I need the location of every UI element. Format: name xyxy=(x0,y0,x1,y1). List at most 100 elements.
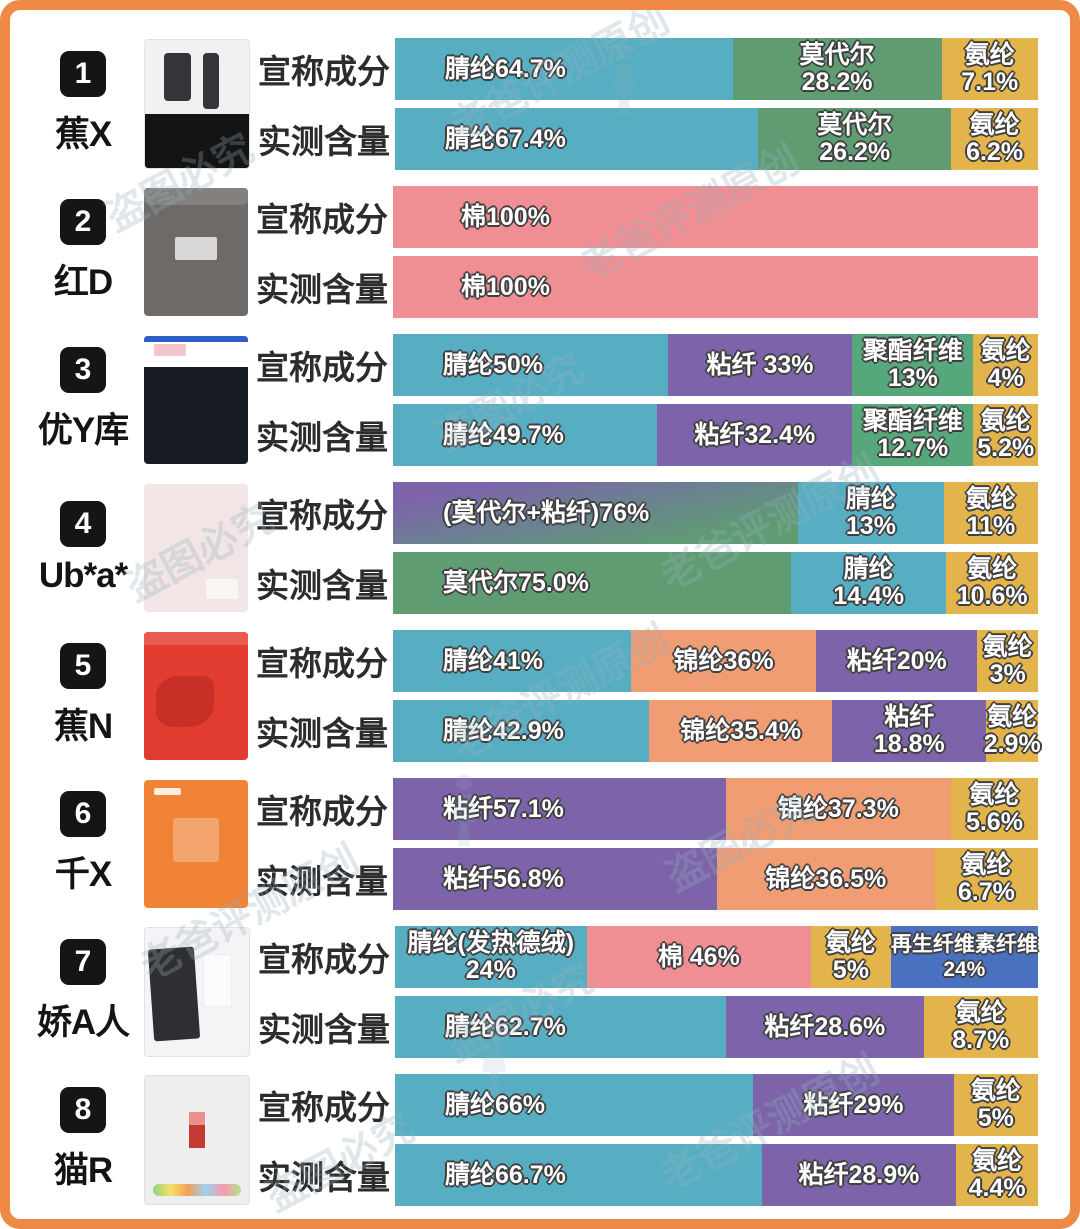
bar-segment-spandex: 氨纶 11% xyxy=(943,482,1038,544)
rank-badge: 2 xyxy=(60,199,106,245)
product-name: 红D xyxy=(53,263,113,302)
segment-label-line: 8.7% xyxy=(952,1026,1010,1054)
bar-segment-regen: 再生纤维素纤维 24% xyxy=(890,926,1038,988)
segment-label-line: 腈纶 xyxy=(845,485,896,513)
segment-label-line: 24% xyxy=(943,958,986,981)
bar-segment-cotton: 棉100% xyxy=(393,256,1038,318)
product-id-column: 1 蕉X xyxy=(24,51,142,157)
segment-label-line: 腈纶50% xyxy=(443,350,544,379)
measured-label: 实测含量 xyxy=(258,1159,390,1196)
segment-label-line: 粘纤28.6% xyxy=(764,1012,886,1041)
bar-segment-acrylic: 腈纶(发热德绒) 24% xyxy=(395,926,587,988)
product-rows: 1 蕉X 宣称成分 腈纶64.7% 莫代尔 28.2% 氨纶 7.1% 实测含量 腈纶6… xyxy=(10,10,1070,1214)
product-photo xyxy=(144,39,250,169)
product-row: 2 红D 宣称成分 棉100% 实测含量 棉100% xyxy=(10,178,1070,326)
product-photo xyxy=(144,927,250,1057)
measured-bar: 粘纤56.8% 锦纶36.5% 氨纶 6.7% xyxy=(393,848,1038,910)
claimed-bar: 腈纶66% 粘纤29% 氨纶 5% xyxy=(395,1074,1038,1136)
bar-segment-viscose: 粘纤20% xyxy=(816,630,978,692)
product-name: 优Y库 xyxy=(37,411,129,450)
product-row: 4 Ub*a* 宣称成分 (莫代尔+粘纤)76% 腈纶 13% 氨纶 11% 实测含量 … xyxy=(10,474,1070,622)
segment-label-line: 聚酯纤维 xyxy=(862,407,963,435)
segment-label-line: 棉100% xyxy=(461,272,550,301)
segment-label-line: 棉100% xyxy=(461,202,550,231)
bar-segment-acrylic: 腈纶66% xyxy=(395,1074,754,1136)
claimed-label: 宣称成分 xyxy=(258,1089,390,1126)
measured-row: 实测含量 棉100% xyxy=(256,256,1038,318)
bar-segment-acrylic: 腈纶66.7% xyxy=(395,1144,762,1206)
bar-segment-modal: 莫代尔 26.2% xyxy=(758,108,952,170)
bar-segment-acrylic: 腈纶42.9% xyxy=(393,700,650,762)
product-name: 娇A人 xyxy=(36,1003,130,1042)
claimed-label: 宣称成分 xyxy=(256,201,388,238)
product-photo xyxy=(144,780,248,908)
segment-label-line: 粘纤20% xyxy=(846,646,947,675)
segment-label-line: 氨纶 xyxy=(972,1147,1023,1175)
segment-label-line: 腈纶66% xyxy=(445,1090,546,1119)
claimed-bar: 腈纶41% 锦纶36% 粘纤20% 氨纶 3% xyxy=(393,630,1038,692)
bar-segment-modal: 莫代尔75.0% xyxy=(393,552,791,614)
measured-row: 实测含量 莫代尔75.0% 腈纶 14.4% 氨纶 10.6% xyxy=(256,552,1038,614)
segment-label-line: 5.6% xyxy=(965,808,1023,836)
measured-label: 实测含量 xyxy=(256,567,388,604)
segment-label-line: 3% xyxy=(989,660,1026,688)
rank-badge: 5 xyxy=(60,643,106,689)
segment-label-line: 腈纶62.7% xyxy=(445,1012,566,1041)
segment-label-line: 粘纤29% xyxy=(803,1090,904,1119)
bar-segment-acrylic: 腈纶49.7% xyxy=(393,404,658,466)
segment-label-line: 腈纶(发热德绒) xyxy=(407,929,575,957)
measured-row: 实测含量 腈纶66.7% 粘纤28.9% 氨纶 4.4% xyxy=(258,1144,1038,1206)
segment-label-line: 粘纤 xyxy=(884,703,935,731)
bars-column: 宣称成分 腈纶64.7% 莫代尔 28.2% 氨纶 7.1% 实测含量 腈纶67.4% 莫… xyxy=(258,38,1038,170)
segment-label-line: 莫代尔 xyxy=(799,41,875,69)
bars-column: 宣称成分 腈纶(发热德绒) 24% 棉 46% 氨纶 5% 再生纤维素纤维 24% 实测含量… xyxy=(258,926,1038,1058)
segment-label-line: 锦纶36% xyxy=(673,646,774,675)
claimed-row: 宣称成分 (莫代尔+粘纤)76% 腈纶 13% 氨纶 11% xyxy=(256,482,1038,544)
segment-label-line: 6.7% xyxy=(957,878,1015,906)
rank-badge: 4 xyxy=(60,500,106,547)
bar-segment-spandex: 氨纶 4% xyxy=(973,334,1038,396)
measured-label: 实测含量 xyxy=(256,715,388,752)
product-id-column: 4 Ub*a* xyxy=(24,500,142,596)
bar-segment-nylon: 锦纶36.5% xyxy=(716,848,935,910)
product-row: 5 蕉N 宣称成分 腈纶41% 锦纶36% 粘纤20% 氨纶 3% 实测含量 腈纶42.… xyxy=(10,622,1070,770)
segment-label-line: 氨纶 xyxy=(967,555,1018,583)
bar-segment-polyester: 聚酯纤维 12.7% xyxy=(852,404,974,466)
claimed-bar: 粘纤57.1% 锦纶37.3% 氨纶 5.6% xyxy=(393,778,1038,840)
bar-segment-nylon: 锦纶36% xyxy=(631,630,817,692)
product-name: 猫R xyxy=(53,1151,113,1190)
segment-label-line: 腈纶64.7% xyxy=(445,54,566,83)
bar-segment-viscose: 粘纤28.9% xyxy=(761,1144,957,1206)
measured-row: 实测含量 腈纶62.7% 粘纤28.6% 氨纶 8.7% xyxy=(258,996,1038,1058)
bar-segment-viscose: 粘纤 18.8% xyxy=(832,700,987,762)
bar-segment-spandex: 氨纶 3% xyxy=(977,630,1038,692)
bar-segment-acrylic: 腈纶67.4% xyxy=(395,108,759,170)
bar-segment-viscose: 粘纤32.4% xyxy=(657,404,853,466)
segment-label-line: 腈纶42.9% xyxy=(443,716,564,745)
bar-segment-nylon: 锦纶37.3% xyxy=(725,778,951,840)
measured-label: 实测含量 xyxy=(258,1011,390,1048)
bar-segment-spandex: 氨纶 5.2% xyxy=(973,404,1038,466)
segment-label-line: 莫代尔75.0% xyxy=(443,568,589,597)
segment-label-line: 氨纶 xyxy=(982,633,1033,661)
measured-bar: 棉100% xyxy=(393,256,1038,318)
segment-label-line: 腈纶41% xyxy=(443,646,544,675)
claimed-row: 宣称成分 腈纶50% 粘纤 33% 聚酯纤维 13% 氨纶 4% xyxy=(256,334,1038,396)
claimed-bar: 腈纶(发热德绒) 24% 棉 46% 氨纶 5% 再生纤维素纤维 24% xyxy=(395,926,1038,988)
segment-label-line: 4% xyxy=(987,364,1024,392)
rank-badge: 6 xyxy=(60,791,106,837)
segment-label-line: 腈纶67.4% xyxy=(445,124,566,153)
bar-segment-acrylic: 腈纶41% xyxy=(393,630,631,692)
measured-bar: 腈纶42.9% 锦纶35.4% 粘纤 18.8% 氨纶 2.9% xyxy=(393,700,1041,762)
product-id-column: 6 千X xyxy=(24,791,142,897)
bar-segment-polyester: 聚酯纤维 13% xyxy=(852,334,974,396)
bars-column: 宣称成分 棉100% 实测含量 棉100% xyxy=(256,186,1038,318)
claimed-bar: 腈纶64.7% 莫代尔 28.2% 氨纶 7.1% xyxy=(395,38,1038,100)
segment-label-line: 7.1% xyxy=(961,68,1019,96)
segment-label-line: 锦纶36.5% xyxy=(765,864,887,893)
segment-label-line: 氨纶 xyxy=(987,703,1038,731)
claimed-row: 宣称成分 腈纶66% 粘纤29% 氨纶 5% xyxy=(258,1074,1038,1136)
segment-label-line: 氨纶 xyxy=(955,999,1006,1027)
product-id-column: 2 红D xyxy=(24,199,142,305)
